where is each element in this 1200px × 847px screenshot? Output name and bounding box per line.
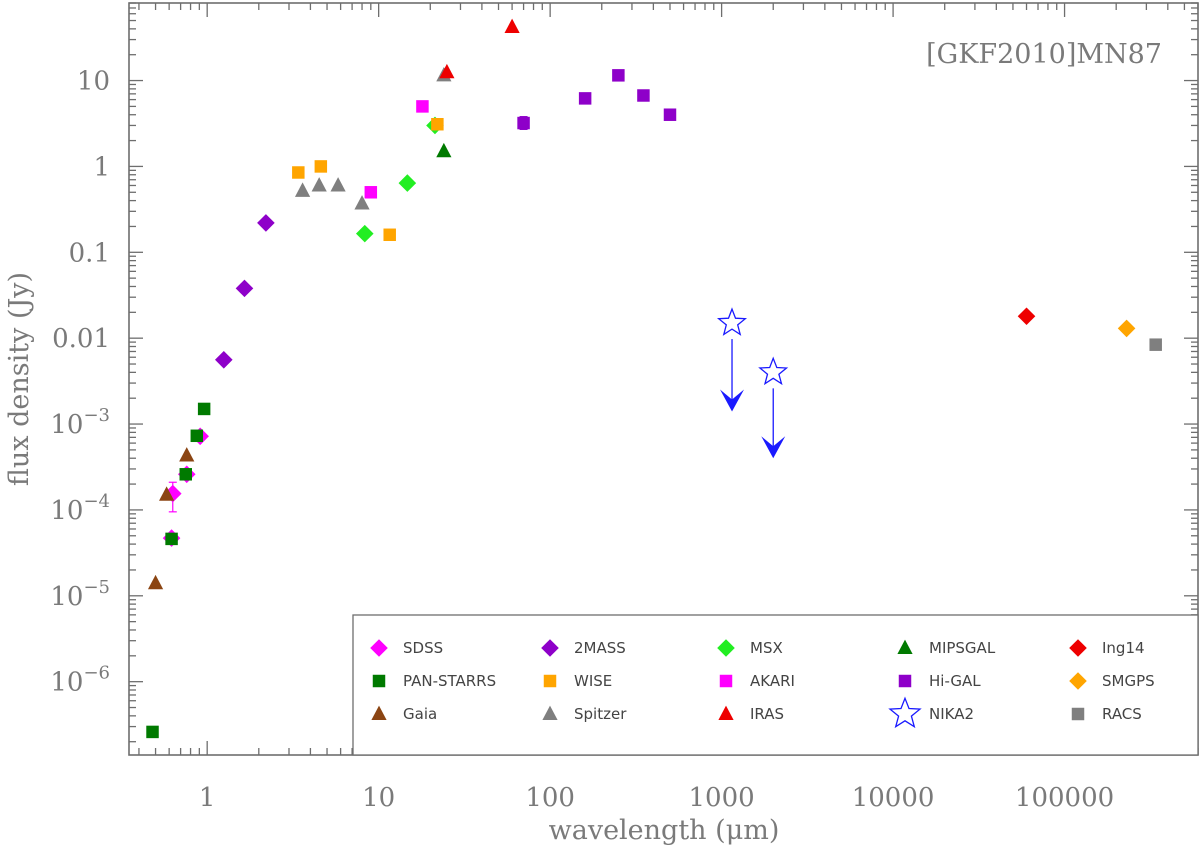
legend-marker-mipsgal	[897, 639, 913, 654]
x-axis-label: wavelength (μm)	[549, 815, 780, 846]
y-tick-label: 1	[93, 152, 110, 182]
data-points	[146, 18, 1162, 739]
legend-marker-akari	[719, 674, 733, 688]
point-spitzer	[294, 182, 311, 197]
legend-label-hi-gal: Hi-GAL	[929, 672, 981, 690]
legend-label-msx: MSX	[750, 639, 783, 657]
y-tick-label: 10−4	[50, 491, 110, 526]
point-hi-gal	[612, 69, 625, 82]
point-msx	[398, 174, 417, 192]
y-tick-label: 10−6	[50, 663, 110, 698]
point-wise	[292, 166, 305, 179]
legend-label-spitzer: Spitzer	[574, 705, 627, 723]
point-racs	[1149, 338, 1162, 351]
point-ing14	[1017, 307, 1036, 326]
point-iras	[504, 18, 520, 34]
y-axis-label: flux density (Jy)	[4, 272, 35, 486]
legend-marker-gaia	[371, 705, 387, 720]
legend-marker-racs	[1071, 707, 1085, 721]
point-gaia	[159, 486, 175, 501]
point-spitzer	[354, 195, 370, 210]
x-tick-label: 10000	[852, 783, 935, 813]
legend-marker-pan-starrs	[372, 674, 386, 688]
legend-label-smgps: SMGPS	[1102, 672, 1155, 690]
upper-limit-arrowhead	[720, 389, 745, 412]
point-pan-starrs	[146, 725, 159, 739]
legend-marker-spitzer	[542, 705, 558, 720]
point-mipsgal	[436, 142, 452, 158]
point-wise	[431, 117, 444, 131]
y-tick-label: 10−5	[50, 577, 110, 612]
point-pan-starrs	[179, 468, 192, 481]
legend-label-racs: RACS	[1102, 705, 1142, 723]
legend-marker-wise	[543, 674, 557, 688]
legend-marker-hi-gal	[898, 674, 912, 688]
point-wise	[314, 160, 328, 173]
legend-label-iras: IRAS	[750, 705, 784, 723]
x-tick-label: 1000	[689, 783, 755, 813]
y-tick-labels: 10 1 0.1 0.01 10−3 10−4 10−5 10−6	[50, 67, 110, 698]
x-tick-label: 1	[199, 783, 216, 813]
y-tick-label: 10−3	[50, 405, 110, 440]
legend-marker-iras	[718, 705, 734, 720]
point-pan-starrs	[190, 429, 204, 443]
legend-label-2mass: 2MASS	[574, 639, 626, 657]
x-tick-label: 100000	[1015, 783, 1114, 813]
point-wise	[383, 228, 396, 242]
point-msx	[355, 224, 374, 243]
point-hi-gal	[517, 116, 530, 130]
legend-label-mipsgal: MIPSGAL	[929, 639, 996, 657]
legend-marker-ing14	[1069, 639, 1087, 657]
point-gaia	[179, 447, 195, 462]
legend-label-sdss: SDSS	[403, 639, 443, 657]
legend-box	[352, 614, 1199, 756]
x-tick-label: 100	[525, 783, 575, 813]
point-hi-gal	[637, 89, 650, 102]
point-nika2	[758, 356, 789, 386]
point-smgps	[1117, 319, 1136, 338]
point-akari	[416, 100, 429, 113]
legend-marker-nika2	[888, 696, 922, 729]
legend-label-nika2: NIKA2	[929, 705, 974, 723]
y-tick-label: 0.01	[52, 324, 110, 354]
point-hi-gal	[663, 108, 677, 121]
point-hi-gal	[578, 92, 592, 105]
point-pan-starrs	[165, 532, 178, 546]
point-spitzer	[330, 177, 346, 192]
plot-title: [GKF2010]MN87	[926, 39, 1162, 70]
error-bars	[168, 116, 528, 513]
x-tick-label: 10	[362, 783, 395, 813]
point-akari	[364, 186, 378, 199]
point-iras	[439, 63, 455, 79]
point-spitzer	[311, 177, 327, 192]
point-gaia	[147, 574, 164, 590]
legend-marker-smgps	[1069, 672, 1087, 690]
y-tick-label: 0.1	[69, 238, 110, 268]
x-tick-labels: 1 10 100 1000 10000 100000	[199, 783, 1114, 813]
legend-label-ing14: Ing14	[1102, 639, 1145, 657]
legend-marker-2mass	[541, 639, 559, 657]
upper-limit-arrowhead	[761, 436, 786, 459]
legend-label-wise: WISE	[574, 672, 612, 690]
legend-label-akari: AKARI	[750, 672, 795, 690]
legend-marker-sdss	[370, 639, 388, 657]
point-2mass	[235, 279, 254, 298]
point-2mass	[214, 351, 233, 369]
point-nika2	[716, 307, 748, 336]
y-tick-label: 10	[77, 67, 110, 97]
point-2mass	[257, 214, 275, 232]
legend-label-gaia: Gaia	[403, 705, 437, 723]
legend-marker-msx	[717, 639, 735, 657]
legend: SDSS 2MASS MSX MIPSGAL Ing14 PAN-STARRS WISE AK…	[352, 614, 1199, 756]
point-pan-starrs	[197, 402, 211, 416]
legend-label-pan-starrs: PAN-STARRS	[403, 672, 496, 690]
